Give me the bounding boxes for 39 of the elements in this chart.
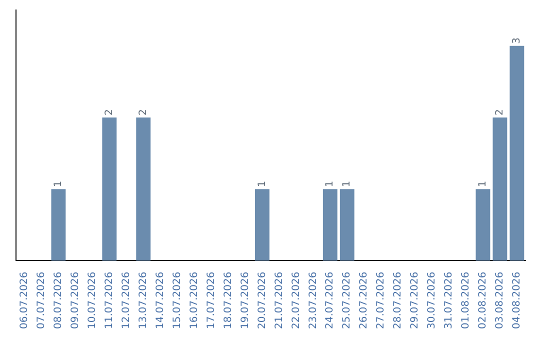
x-tick-label: 13.07.2026 — [138, 272, 149, 330]
x-tick-label: 15.07.2026 — [172, 272, 183, 330]
x-tick-label: 10.07.2026 — [87, 272, 98, 330]
x-tick-label: 06.07.2026 — [19, 272, 30, 330]
data-label: 1 — [256, 180, 268, 188]
x-tick-label: 07.07.2026 — [36, 272, 48, 330]
x-tick-label: 26.07.2026 — [358, 272, 370, 330]
data-label: 2 — [138, 109, 149, 116]
x-tick-label: 04.08.2026 — [512, 272, 523, 330]
x-tick-label: 19.07.2026 — [240, 272, 251, 330]
x-tick-label: 02.08.2026 — [478, 272, 489, 330]
x-tick-label: 09.07.2026 — [70, 272, 82, 330]
data-label: 3 — [512, 37, 523, 44]
x-tick-label: 23.07.2026 — [308, 272, 319, 330]
x-tick-label: 24.07.2026 — [324, 272, 336, 330]
data-label: 1 — [53, 180, 64, 188]
x-tick-label: 22.07.2026 — [290, 272, 302, 330]
x-tick-label: 14.07.2026 — [154, 272, 166, 330]
x-tick-label: 27.07.2026 — [376, 272, 387, 330]
data-label: 1 — [324, 180, 336, 188]
x-tick-label: 01.08.2026 — [460, 272, 472, 330]
data-label: 2 — [104, 109, 115, 116]
x-tick-label: 28.07.2026 — [392, 272, 404, 330]
x-tick-label: 29.07.2026 — [410, 272, 421, 330]
x-tick-label: 17.07.2026 — [206, 272, 217, 330]
x-tick-label: 03.08.2026 — [494, 272, 506, 330]
data-label: 1 — [478, 180, 489, 188]
x-tick-label: 30.07.2026 — [426, 272, 438, 330]
x-tick-label: 08.07.2026 — [53, 272, 64, 330]
x-tick-label: 18.07.2026 — [222, 272, 234, 330]
x-tick-label: 31.07.2026 — [444, 272, 455, 330]
x-tick-label: 21.07.2026 — [274, 272, 285, 330]
x-tick-label: 16.07.2026 — [188, 272, 200, 330]
x-tick-label: 12.07.2026 — [120, 272, 132, 330]
x-tick-label: 20.07.2026 — [256, 272, 268, 330]
data-label: 2 — [494, 109, 506, 116]
x-tick-label: 11.07.2026 — [104, 272, 115, 330]
data-label: 1 — [342, 180, 353, 188]
x-tick-label: 25.07.2026 — [342, 272, 353, 330]
